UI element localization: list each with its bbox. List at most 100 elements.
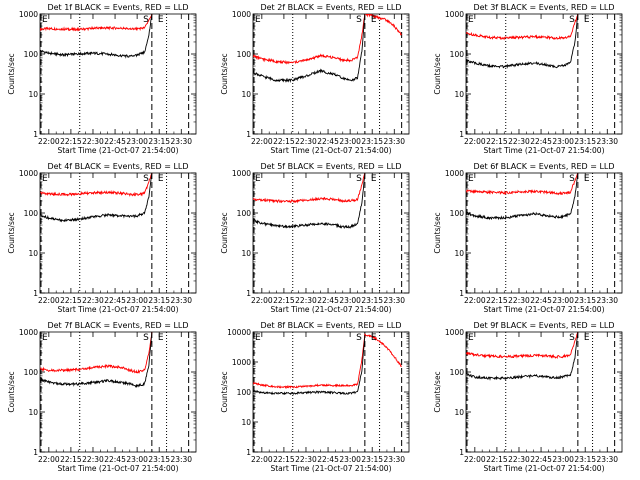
plot-area [253,332,403,452]
event-marker-label: S [356,174,362,184]
x-tick-label: 22:30 [508,137,530,146]
x-tick-label: 22:30 [508,455,530,464]
y-tick-label: 100 [450,50,465,59]
x-tick-label: 23:15 [574,137,596,146]
x-tick-label: 22:45 [317,137,339,146]
x-tick-label: 22:30 [295,455,317,464]
x-tick-label: 22:45 [317,296,339,305]
x-tick-label: 23:00 [126,296,148,305]
y-tick-label: 1000 [232,358,251,367]
y-tick-label: 100 [24,50,39,59]
series-line [40,332,153,375]
plot-frame [39,13,197,135]
event-marker-label: E [468,174,474,184]
event-marker-label: E [42,15,48,25]
x-tick-label: 23:15 [574,296,596,305]
x-tick-label: 23:00 [552,137,574,146]
y-tick-label: 1 [33,448,38,457]
chart-title: Det 7f BLACK = Events, RED = LLD [47,321,188,330]
x-tick-label: 22:15 [60,455,82,464]
x-tick-label: 22:45 [530,296,552,305]
plot-area [40,14,190,134]
chart-title: Det 4f BLACK = Events, RED = LLD [47,162,188,171]
x-tick-label: 23:00 [126,455,148,464]
x-tick-label: 22:45 [317,455,339,464]
series-line [40,332,153,389]
event-marker-label: E [158,333,164,343]
plot-frame [39,172,197,294]
chart-panel-7: Det 7f BLACK = Events, RED = LLD 1 10 100 10… [7,321,197,473]
plot-area [466,173,616,293]
chart-panel-4: Det 4f BLACK = Events, RED = LLD 1 10 100 10… [7,162,197,314]
x-axis-label: Start Time (21-Oct-07 21:54:00) [57,464,178,473]
y-tick-label: 1 [246,448,251,457]
series-line [466,332,579,381]
y-axis-label: Counts/sec [220,371,229,412]
chart-panel-8: Det 8f BLACK = Events, RED = LLD 1 10 100 10… [220,321,410,473]
x-axis-label: Start Time (21-Oct-07 21:54:00) [270,305,391,314]
x-axis-label: Start Time (21-Oct-07 21:54:00) [57,146,178,155]
chart-title: Det 8f BLACK = Events, RED = LLD [260,321,401,330]
x-tick-label: 22:00 [38,296,60,305]
y-tick-label: 100 [450,368,465,377]
chart-panel-2: Det 2f BLACK = Events, RED = LLD 1 10 100 10… [220,3,410,155]
x-tick-label: 23:30 [596,296,618,305]
y-tick-label: 100 [450,209,465,218]
x-tick-label: 22:45 [104,137,126,146]
y-tick-label: 10 [28,249,38,258]
x-tick-label: 23:30 [383,137,405,146]
y-tick-label: 1 [246,130,251,139]
y-tick-label: 100 [237,50,252,59]
chart-title: Det 1f BLACK = Events, RED = LLD [47,3,188,12]
y-tick-label: 1 [33,130,38,139]
event-marker-label: E [584,174,590,184]
series-line [253,333,402,390]
chart-panel-6: Det 6f BLACK = Events, RED = LLD 1 10 100 10… [433,162,623,314]
x-tick-label: 23:15 [361,137,383,146]
event-marker-label: E [255,15,261,25]
x-tick-label: 22:45 [530,137,552,146]
x-tick-label: 22:45 [104,455,126,464]
chart-panel-3: Det 3f BLACK = Events, RED = LLD 1 10 100 10… [433,3,623,155]
y-tick-label: 10 [28,408,38,417]
x-tick-label: 23:15 [148,296,170,305]
x-tick-label: 23:15 [574,455,596,464]
y-tick-label: 10 [241,90,251,99]
event-marker-label: E [255,174,261,184]
plot-frame [252,13,410,135]
y-tick-label: 1000 [19,169,38,178]
x-axis-label: Start Time (21-Oct-07 21:54:00) [270,464,391,473]
plot-area [466,332,616,452]
x-tick-label: 22:00 [464,296,486,305]
x-axis-label: Start Time (21-Oct-07 21:54:00) [483,464,604,473]
event-marker-label: E [158,174,164,184]
plot-area [253,14,403,134]
x-tick-label: 22:30 [82,296,104,305]
x-tick-label: 23:30 [170,296,192,305]
y-tick-label: 1000 [445,10,464,19]
event-marker-label: E [468,15,474,25]
y-tick-label: 1 [246,289,251,298]
x-tick-label: 23:00 [339,296,361,305]
x-axis-label: Start Time (21-Oct-07 21:54:00) [483,305,604,314]
x-tick-label: 22:30 [295,296,317,305]
chart-title: Det 2f BLACK = Events, RED = LLD [260,3,401,12]
event-marker-label: E [584,333,590,343]
plot-frame [39,331,197,453]
x-tick-label: 22:45 [530,455,552,464]
x-tick-label: 22:00 [464,137,486,146]
y-tick-label: 100 [237,209,252,218]
x-tick-label: 22:30 [82,455,104,464]
event-marker-label: E [371,333,377,343]
x-tick-label: 23:15 [361,455,383,464]
y-tick-label: 100 [24,209,39,218]
x-tick-label: 22:15 [486,296,508,305]
x-tick-label: 22:30 [82,137,104,146]
event-marker-label: S [143,15,149,25]
x-tick-label: 23:30 [170,137,192,146]
series-line [40,173,153,223]
y-axis-label: Counts/sec [220,53,229,94]
x-tick-label: 23:30 [596,137,618,146]
x-tick-label: 22:30 [508,296,530,305]
x-tick-label: 22:15 [60,296,82,305]
